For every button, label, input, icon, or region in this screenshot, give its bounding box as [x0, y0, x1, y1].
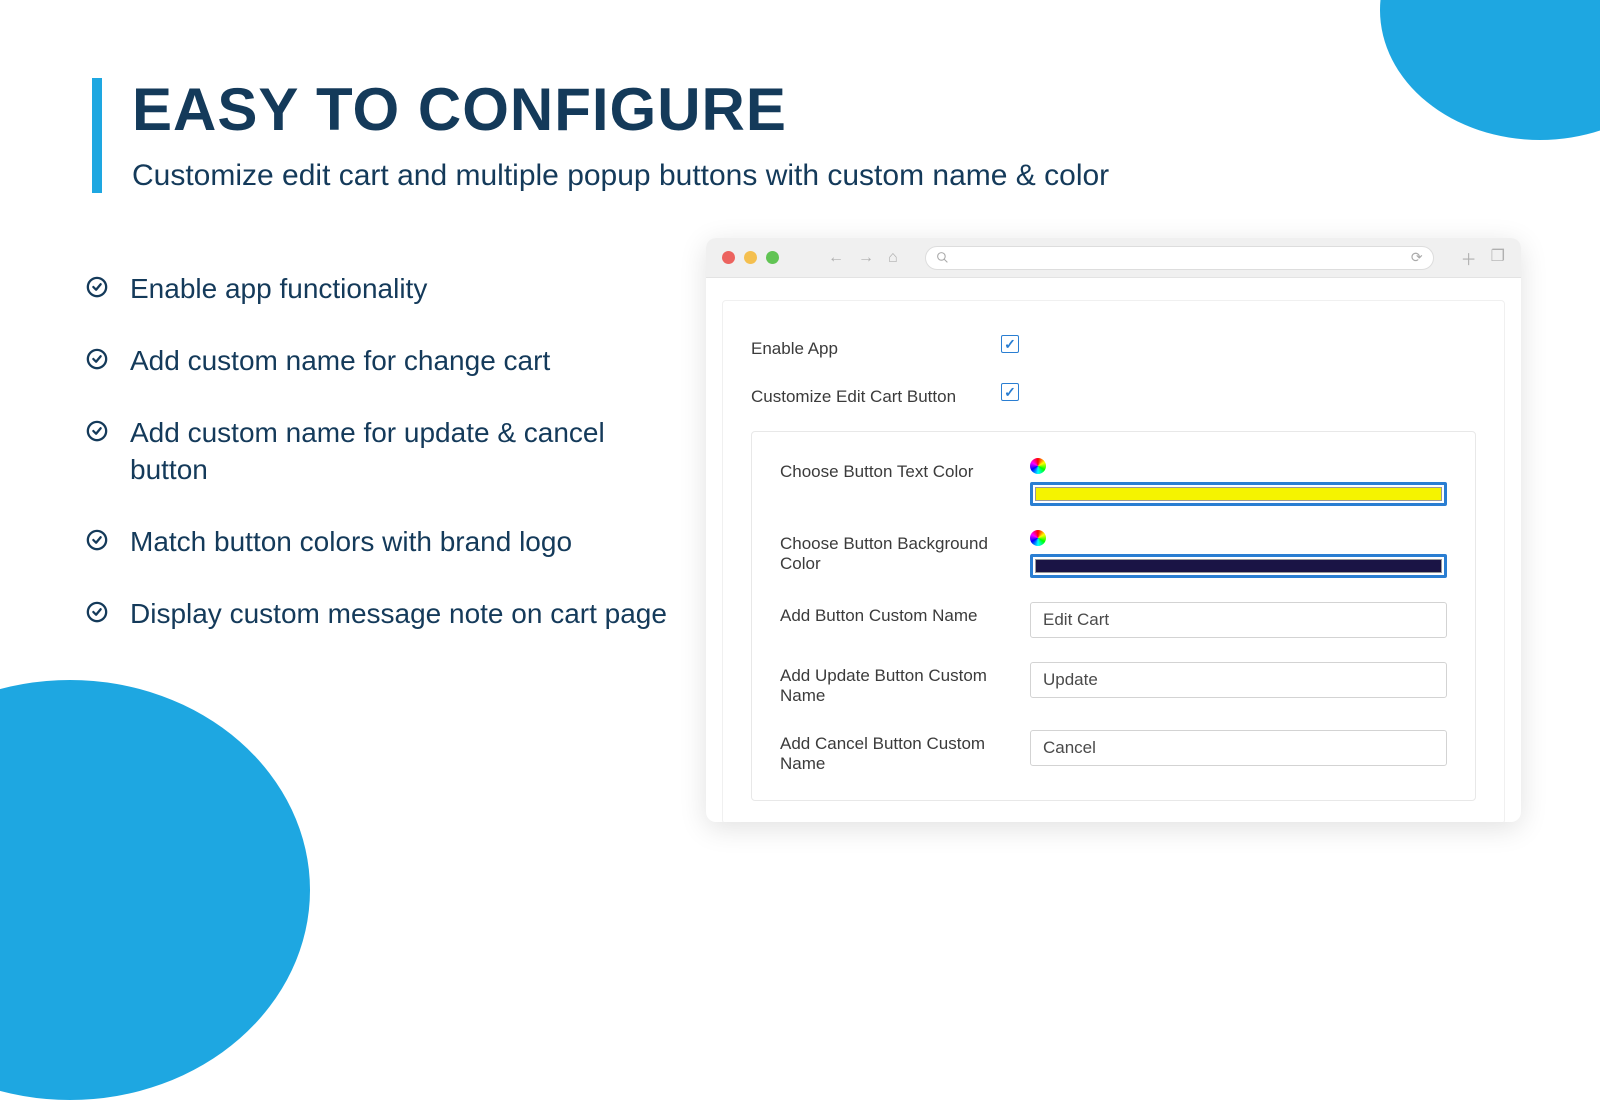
feature-text: Enable app functionality: [130, 270, 427, 308]
tabs-icon[interactable]: ❐: [1491, 246, 1505, 270]
enable-app-row: Enable App ✓: [723, 323, 1504, 371]
window-minimize-icon[interactable]: [744, 251, 757, 264]
feature-text: Display custom message note on cart page: [130, 595, 667, 633]
color-wheel-icon[interactable]: [1030, 458, 1046, 474]
home-icon[interactable]: ⌂: [888, 249, 898, 267]
window-close-icon[interactable]: [722, 251, 735, 264]
customize-edit-row: Customize Edit Cart Button ✓: [723, 371, 1504, 419]
customize-edit-label: Customize Edit Cart Button: [751, 383, 1001, 407]
enable-app-checkbox[interactable]: ✓: [1001, 335, 1019, 353]
enable-app-label: Enable App: [751, 335, 1001, 359]
feature-text: Add custom name for update & cancel butt…: [130, 414, 686, 490]
check-circle-icon: [86, 529, 108, 551]
browser-chrome: ← → ⌂ ⟳ ＋ ❐: [706, 238, 1521, 278]
button-name-row: Add Button Custom Name: [752, 590, 1475, 650]
config-box: Enable App ✓ Customize Edit Cart Button …: [722, 300, 1505, 822]
page-title: EASY TO CONFIGURE: [132, 78, 1109, 141]
cancel-name-row: Add Cancel Button Custom Name: [752, 718, 1475, 786]
browser-window: ← → ⌂ ⟳ ＋ ❐ Enable App ✓ Customize Edit …: [706, 238, 1521, 822]
text-color-row: Choose Button Text Color: [752, 446, 1475, 518]
cancel-name-label: Add Cancel Button Custom Name: [780, 730, 1030, 774]
header: EASY TO CONFIGURE Customize edit cart an…: [92, 78, 1109, 193]
text-color-swatch[interactable]: [1030, 482, 1447, 506]
feature-text: Match button colors with brand logo: [130, 523, 572, 561]
customize-edit-checkbox[interactable]: ✓: [1001, 383, 1019, 401]
customize-options: Choose Button Text Color Choose Button B…: [751, 431, 1476, 801]
decorative-blob-bottom: [0, 680, 310, 1100]
cancel-name-input[interactable]: [1030, 730, 1447, 766]
feature-item: Enable app functionality: [86, 270, 686, 308]
color-wheel-icon[interactable]: [1030, 530, 1046, 546]
back-icon[interactable]: ←: [828, 249, 844, 267]
window-maximize-icon[interactable]: [766, 251, 779, 264]
button-name-input[interactable]: [1030, 602, 1447, 638]
settings-panel: Enable App ✓ Customize Edit Cart Button …: [706, 278, 1521, 822]
check-circle-icon: [86, 420, 108, 442]
feature-item: Match button colors with brand logo: [86, 523, 686, 561]
url-bar[interactable]: ⟳: [925, 246, 1434, 270]
bg-color-label: Choose Button Background Color: [780, 530, 1030, 574]
check-circle-icon: [86, 601, 108, 623]
decorative-blob-top: [1380, 0, 1600, 140]
refresh-icon[interactable]: ⟳: [1411, 249, 1423, 266]
bg-color-swatch[interactable]: [1030, 554, 1447, 578]
update-name-row: Add Update Button Custom Name: [752, 650, 1475, 718]
feature-item: Add custom name for update & cancel butt…: [86, 414, 686, 490]
bg-color-row: Choose Button Background Color: [752, 518, 1475, 590]
search-icon: [936, 251, 949, 264]
text-color-label: Choose Button Text Color: [780, 458, 1030, 482]
check-circle-icon: [86, 348, 108, 370]
page-subtitle: Customize edit cart and multiple popup b…: [132, 159, 1109, 193]
update-name-input[interactable]: [1030, 662, 1447, 698]
bg-color-inner: [1035, 559, 1442, 573]
feature-text: Add custom name for change cart: [130, 342, 550, 380]
new-tab-icon[interactable]: ＋: [1461, 246, 1477, 270]
text-color-inner: [1035, 487, 1442, 501]
update-name-label: Add Update Button Custom Name: [780, 662, 1030, 706]
feature-item: Add custom name for change cart: [86, 342, 686, 380]
check-circle-icon: [86, 276, 108, 298]
forward-icon[interactable]: →: [858, 249, 874, 267]
feature-list: Enable app functionality Add custom name…: [86, 270, 686, 667]
feature-item: Display custom message note on cart page: [86, 595, 686, 633]
button-name-label: Add Button Custom Name: [780, 602, 1030, 626]
